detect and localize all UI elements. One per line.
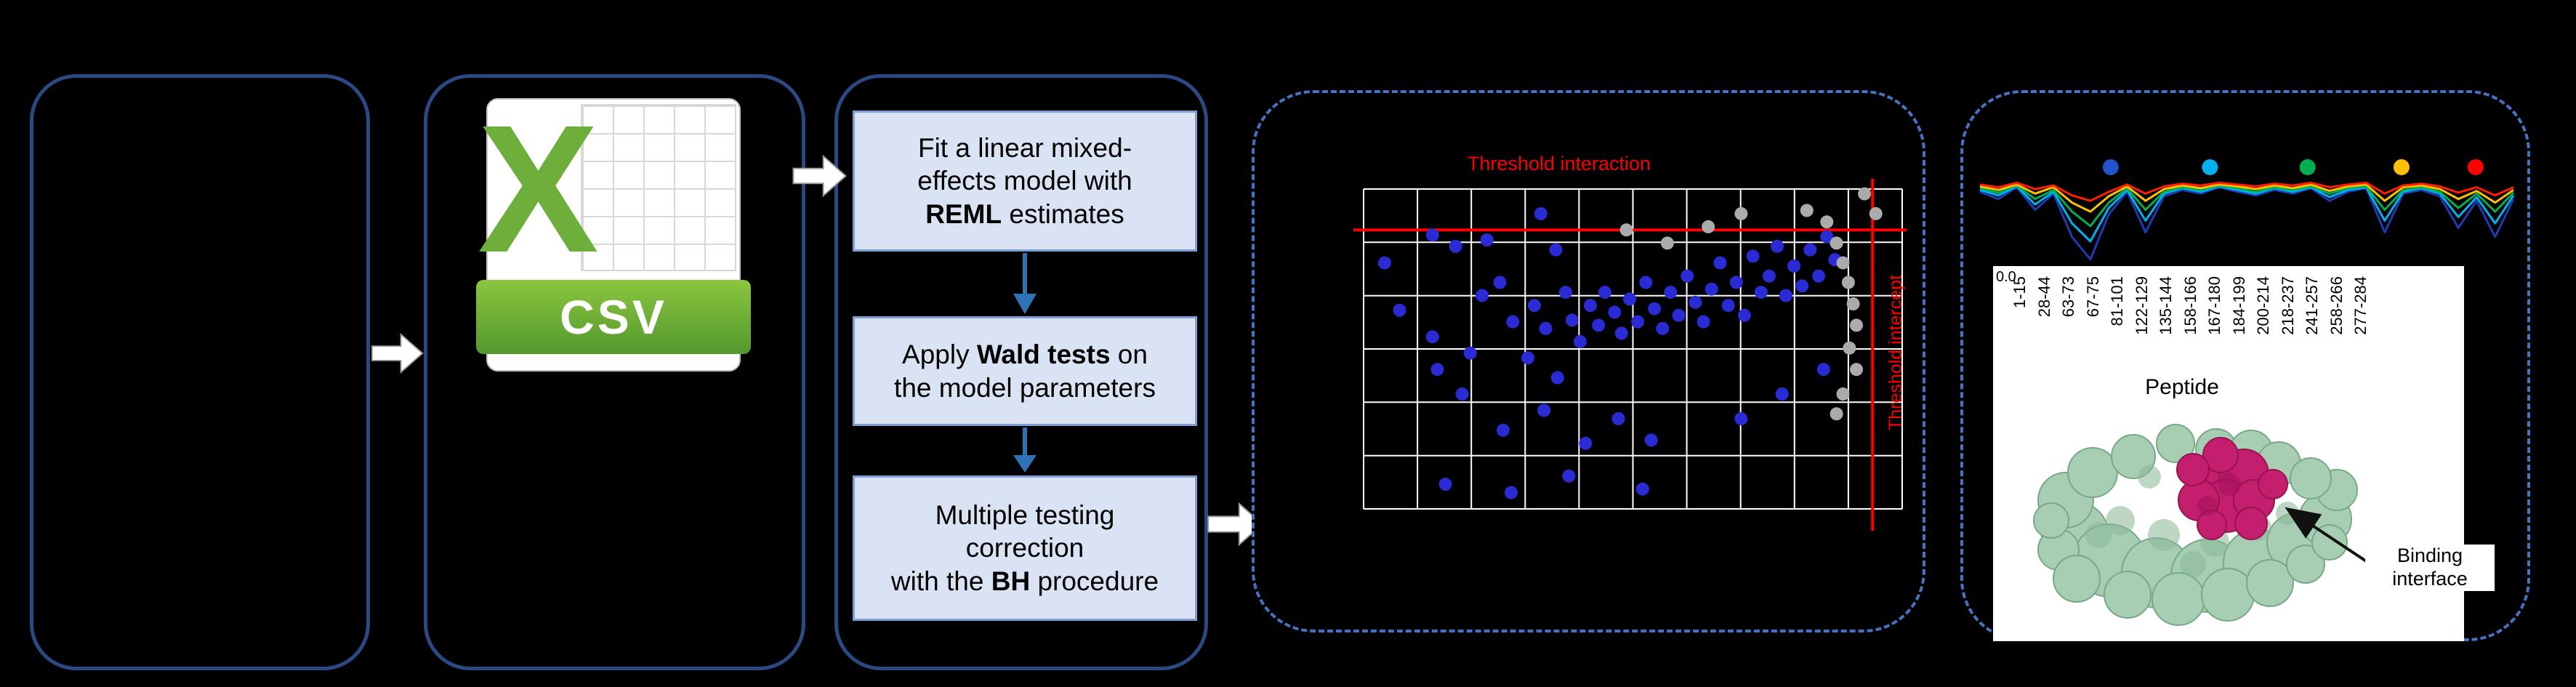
peptide-axis-label: 28-44 [2034,276,2053,318]
right-arrow-icon [371,332,424,374]
csv-file-icon: X CSV [460,98,767,379]
step-text: Fit a linear mixed- effects model with R… [917,132,1132,230]
step-text-pre: Multiple testing correction with the [890,500,1115,596]
panel-csv-file: X CSV [424,74,805,670]
binding-interface-label: Binding interface [2365,545,2495,591]
step-text-post: on the model parameters [894,340,1156,403]
scatter-right-threshold-label: Threshold intercept [1885,275,1906,431]
step-text-bold: Wald tests [976,340,1111,370]
protein-structure-image [2033,424,2358,626]
csv-banner-label: CSV [560,290,667,344]
peptide-axis-label: 184-199 [2229,276,2248,335]
peptide-axis-label: 1-15 [2011,276,2029,309]
y-axis-tick: 0.0 [1996,269,2016,285]
step-text: Multiple testing correction with the BH … [891,499,1159,597]
peptide-axis-label: 63-73 [2059,276,2077,318]
uptake-line-chart [1979,159,2515,261]
step-text-bold: BH [991,566,1031,596]
step-text: Apply Wald tests on the model parameters [894,338,1156,403]
peptide-axis-label: 135-144 [2157,276,2175,335]
panel-threshold-plot [1252,90,1925,632]
peptide-axis-label: 200-214 [2254,276,2272,335]
peptide-panel: 0.0 1-15 28-44 63-73 67-75 81-101 122-129 135-… [1993,266,2495,641]
step-box-bh: Multiple testing correction with the BH … [853,475,1197,621]
peptide-axis-label: 81-101 [2108,276,2126,326]
step-box-reml: Fit a linear mixed- effects model with R… [853,111,1197,252]
peptide-axis-label: 122-129 [2132,276,2151,335]
scatter-threshold-title: Threshold interaction [1467,153,1651,174]
down-arrow-icon [1013,253,1037,314]
right-arrow-icon [792,154,848,198]
peptide-axis-label: 218-237 [2278,276,2297,335]
step-text-bold: REML [925,198,1002,229]
step-text-post: estimates [1002,198,1124,229]
step-text-pre: Fit a linear mixed- effects model with [917,133,1132,196]
peptide-axis-label: 241-257 [2303,276,2321,335]
peptide-axis-label: 258-266 [2327,276,2346,335]
panel-input-data [30,74,370,670]
threshold-scatter-plot [1353,179,1907,531]
csv-x-letter: X [478,87,599,290]
step-text-post: procedure [1030,566,1159,596]
down-arrow-icon [1013,427,1037,473]
peptide-axis-label: 167-180 [2205,276,2223,335]
peptide-axis-label: 277-284 [2351,276,2370,335]
right-arrow-icon [1207,502,1264,547]
peptide-axis-label: 67-75 [2083,276,2102,318]
step-box-wald: Apply Wald tests on the model parameters [853,316,1197,426]
csv-banner: CSV [476,280,751,354]
csv-spreadsheet-grid [581,104,736,271]
peptide-axis-label: 158-166 [2181,276,2199,335]
panel-model-steps: Fit a linear mixed- effects model with R… [834,74,1208,670]
peptide-axis-title: Peptide [2145,375,2219,399]
step-text-pre: Apply [902,340,977,370]
